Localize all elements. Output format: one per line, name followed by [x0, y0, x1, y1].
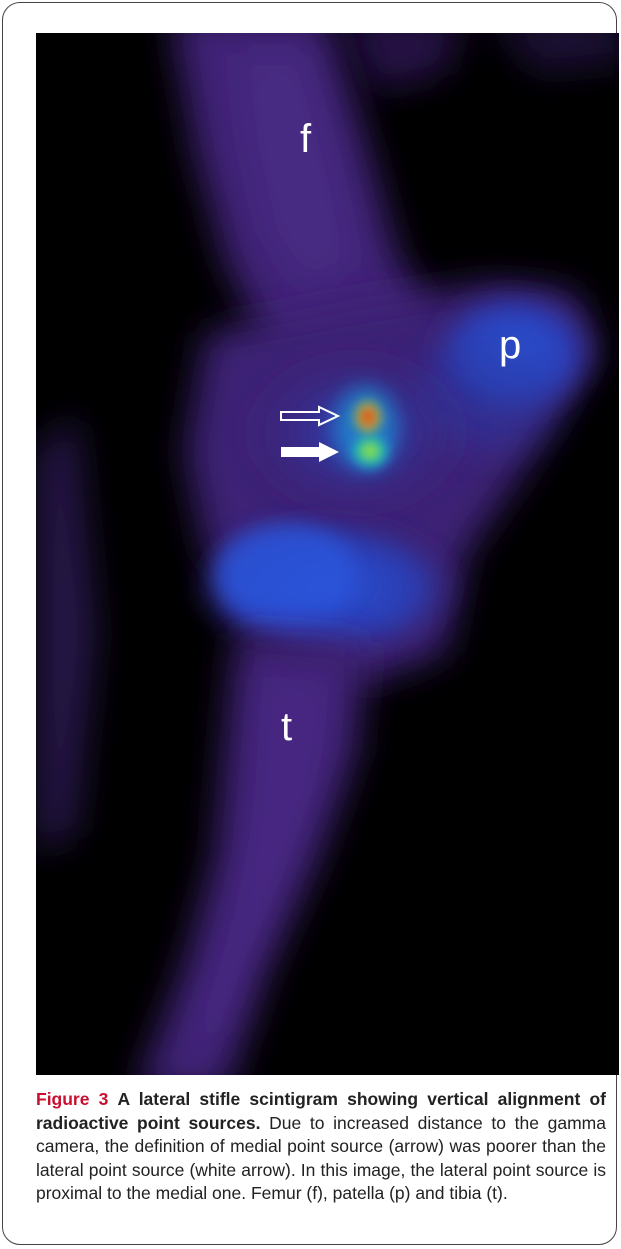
figure-caption: Figure 3 A lateral stifle scintigram sho…: [36, 1088, 606, 1206]
figure-caption-body: Due to increased distance to the gamma c…: [36, 1112, 606, 1204]
figure-title: A lateral stifle scintigram showing vert…: [36, 1089, 606, 1133]
background-haze: [36, 33, 619, 853]
femur-label: f: [300, 117, 312, 161]
medial-point-source-arrow: [279, 405, 341, 427]
lateral-point-source-spot: [348, 431, 392, 471]
tibia-label: t: [281, 705, 293, 749]
tibia-shaft: [142, 633, 366, 1075]
medial-point-source-spot: [352, 398, 384, 436]
figure-number: Figure 3: [36, 1089, 109, 1109]
lateral-point-source-arrow: [279, 441, 341, 463]
tibial-plateau-core: [216, 523, 356, 623]
scintigram-image: f p t: [36, 33, 619, 1075]
filled-arrow-icon: [281, 442, 339, 462]
scintigram-graphic: [36, 33, 619, 1075]
femur-shaft: [174, 33, 436, 373]
hollow-arrow-icon: [280, 405, 341, 427]
patella-label: p: [499, 323, 522, 367]
